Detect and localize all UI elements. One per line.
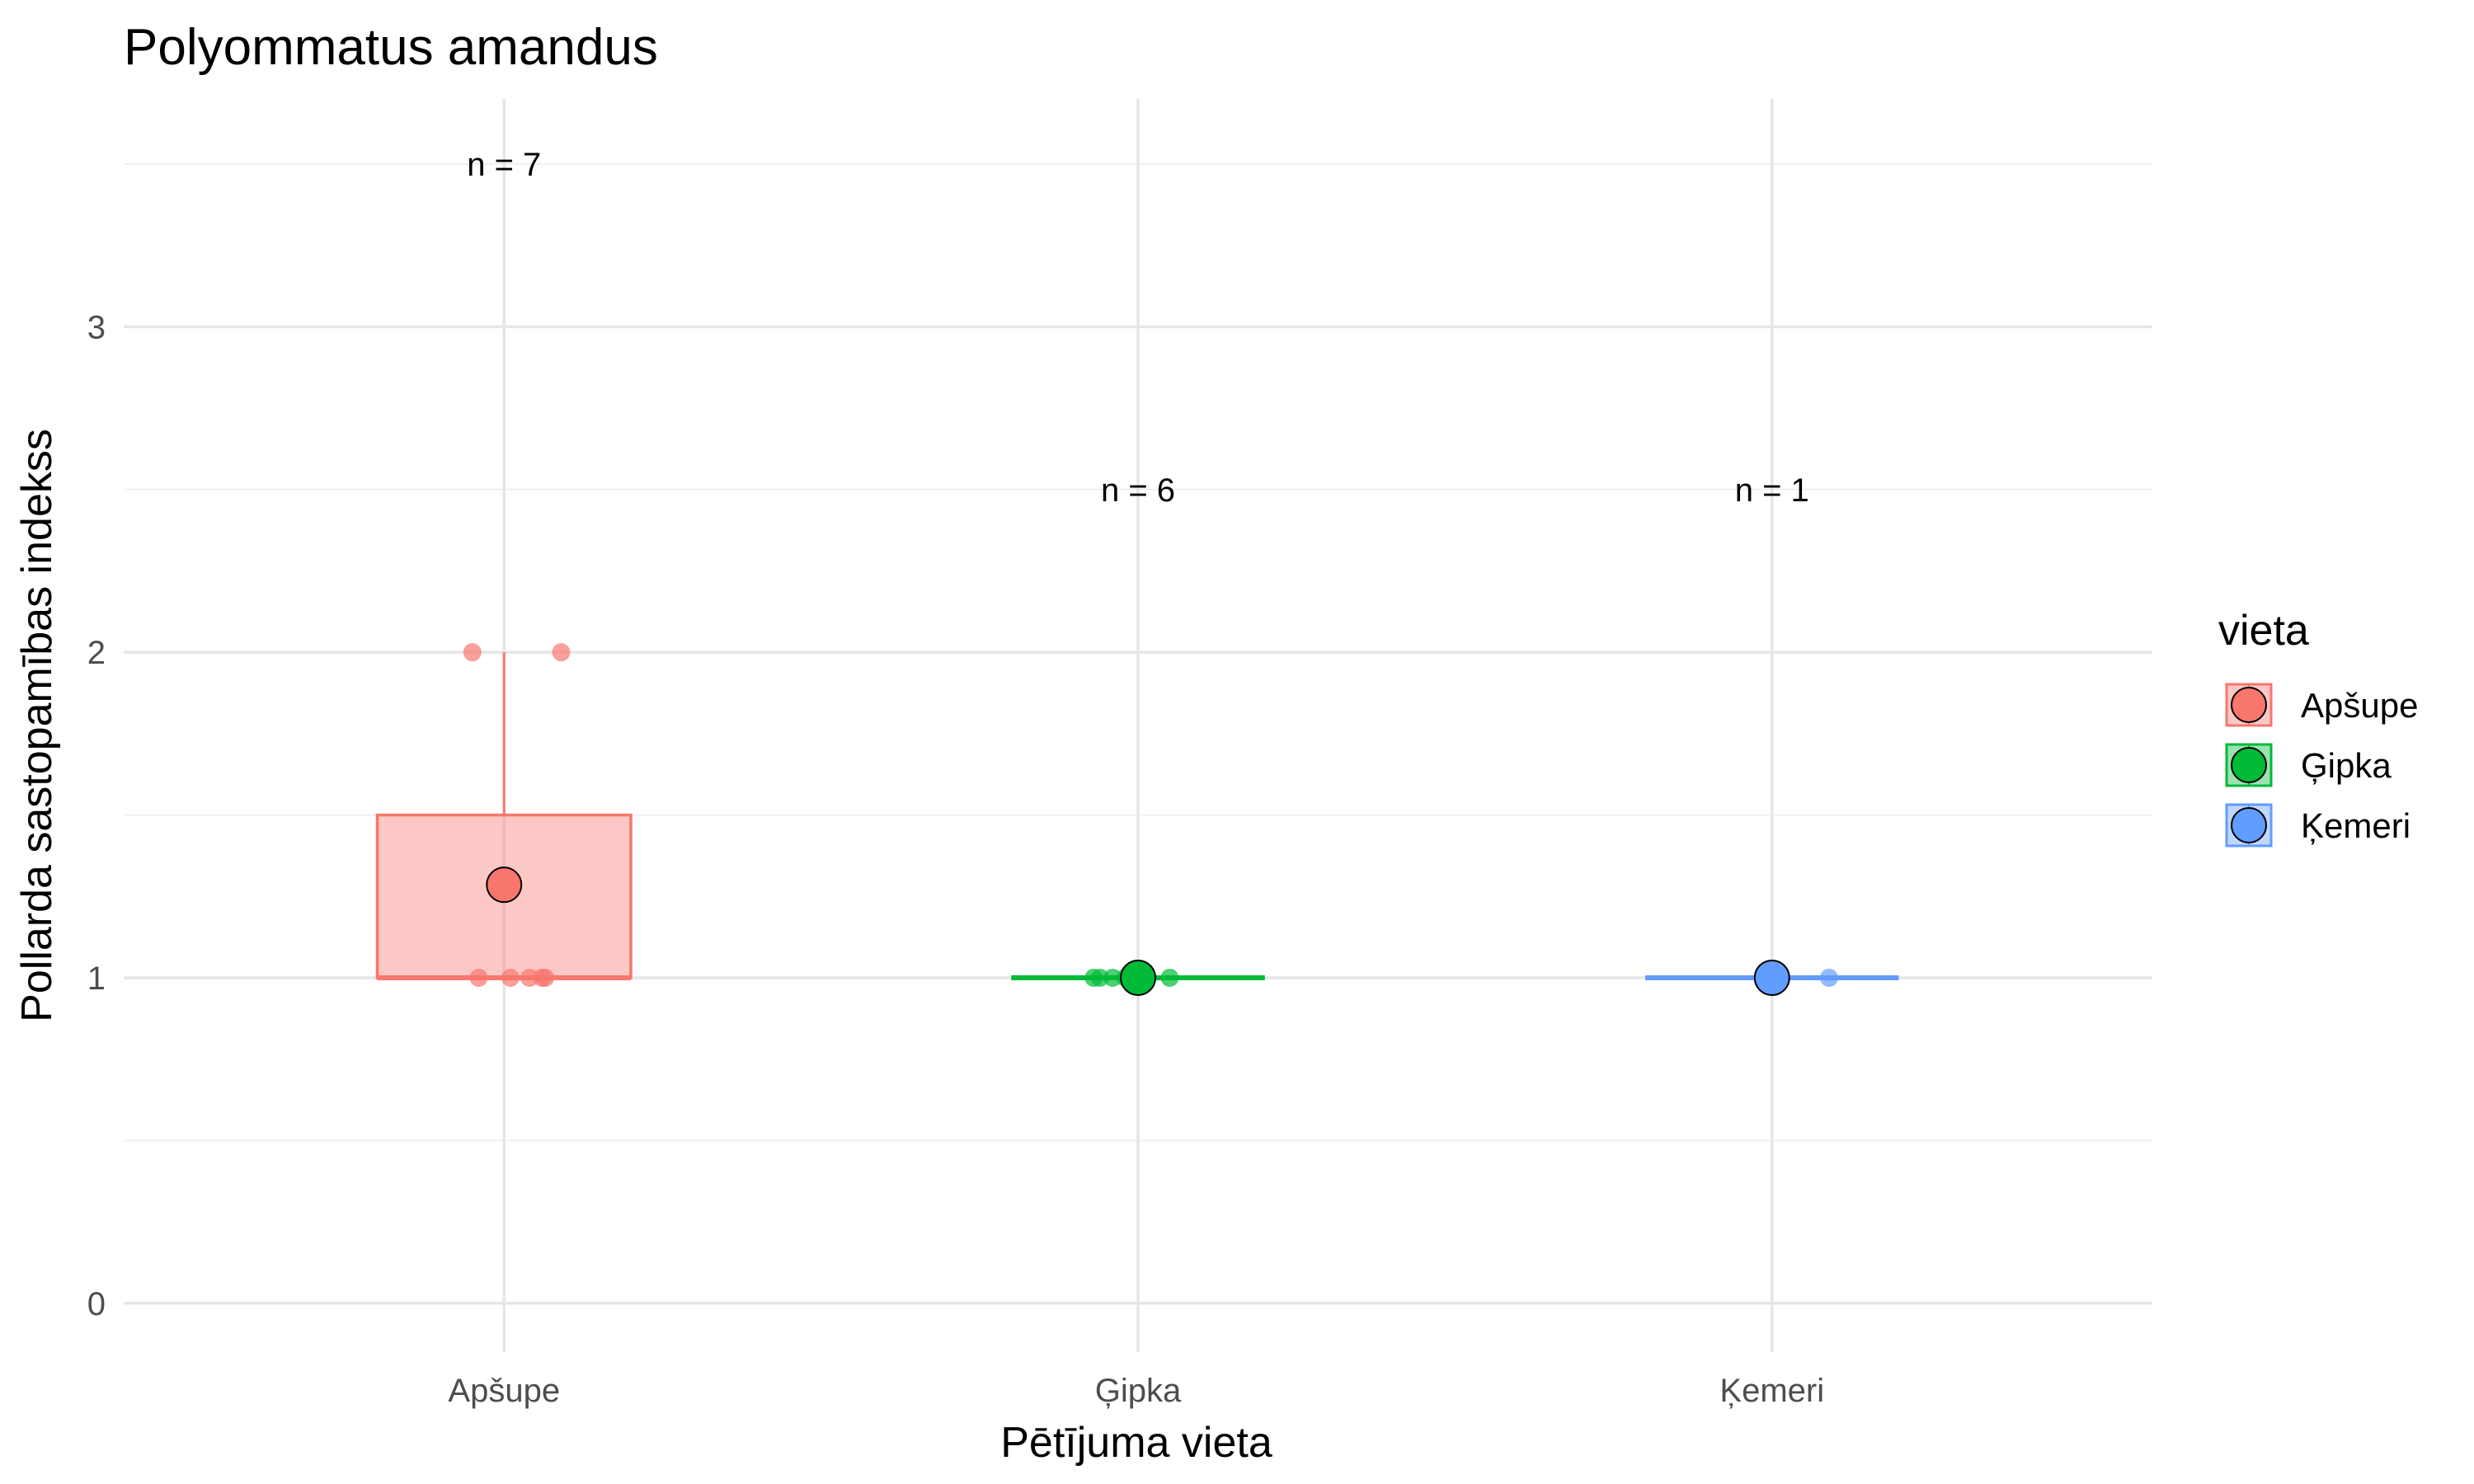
- y-axis-title: Pollarda sastopamības indekss: [13, 429, 61, 1022]
- data-point: [463, 643, 482, 662]
- legend-item: Ģipka: [2225, 743, 2392, 787]
- means: [486, 866, 1790, 996]
- data-point: [1819, 968, 1838, 987]
- legend-key-point: [2231, 687, 2267, 723]
- x-ticks: Apšupe Ģipka Ķemeri: [448, 1373, 1824, 1409]
- data-point: [520, 968, 539, 987]
- data-point: [1090, 968, 1109, 987]
- n-label: n = 6: [1101, 472, 1175, 509]
- data-point: [552, 643, 571, 662]
- legend-key-point: [2231, 807, 2267, 843]
- data-point: [1160, 968, 1179, 987]
- grid: [124, 99, 2152, 1352]
- y-tick-label: 3: [87, 309, 106, 345]
- boxplot-0: [375, 652, 633, 980]
- legend: vieta Apšupe Ģipka Ķemeri: [2218, 607, 2418, 848]
- mean-point: [486, 866, 523, 904]
- legend-item: Ķemeri: [2225, 803, 2411, 848]
- y-ticks: 0 1 2 3: [87, 309, 106, 1322]
- x-tick-label: Apšupe: [448, 1373, 560, 1409]
- chart-title: Polyommatus amandus: [124, 19, 658, 76]
- data-point: [1103, 968, 1122, 987]
- legend-items: Apšupe Ģipka Ķemeri: [2225, 683, 2418, 848]
- x-tick-label: Ģipka: [1095, 1373, 1182, 1409]
- legend-label: Ķemeri: [2301, 806, 2411, 845]
- y-tick-label: 1: [87, 960, 106, 997]
- n-label: n = 1: [1735, 472, 1809, 509]
- legend-item: Apšupe: [2225, 683, 2418, 727]
- mean-point: [1753, 959, 1790, 996]
- legend-label: Ģipka: [2301, 746, 2392, 785]
- data-point: [501, 968, 520, 987]
- y-tick-label: 0: [87, 1286, 106, 1322]
- mean-point: [1120, 959, 1156, 996]
- n-labels: n = 7 n = 6 n = 1: [467, 147, 1809, 509]
- data-point: [536, 968, 555, 987]
- x-tick-label: Ķemeri: [1719, 1373, 1824, 1409]
- legend-title: vieta: [2218, 607, 2309, 655]
- n-label: n = 7: [467, 147, 541, 183]
- data-point: [469, 968, 488, 987]
- legend-key-point: [2231, 747, 2267, 783]
- legend-label: Apšupe: [2301, 686, 2418, 725]
- y-tick-label: 2: [87, 635, 106, 671]
- x-axis-title: Pētījuma vieta: [1000, 1419, 1272, 1467]
